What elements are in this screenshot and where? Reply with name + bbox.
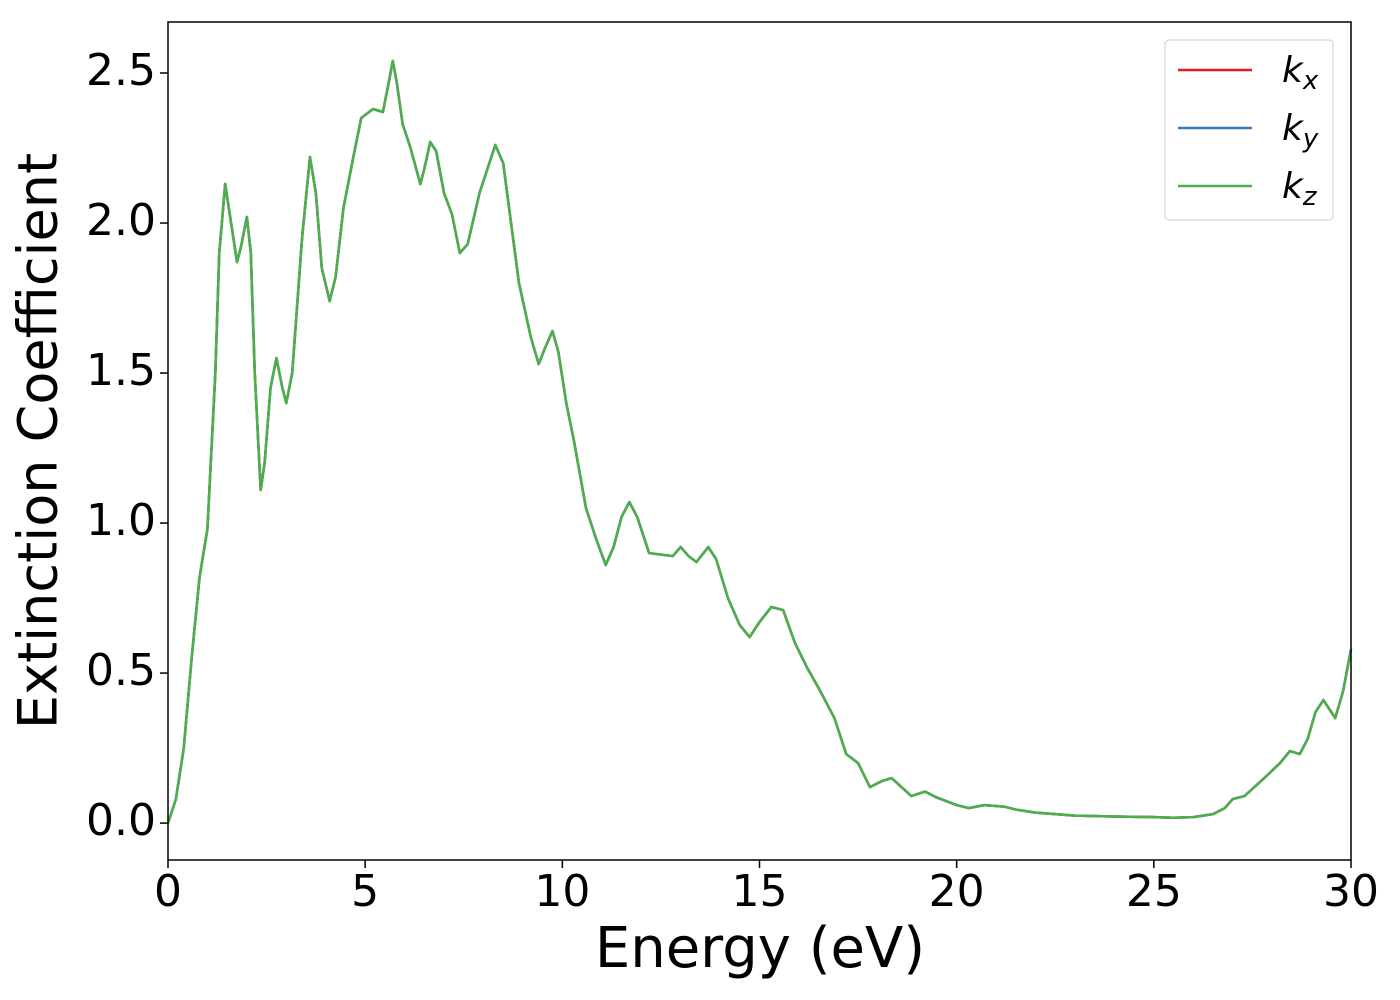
y-tick-label: 0.5 (86, 645, 156, 696)
x-tick-label: 30 (1323, 866, 1379, 917)
x-tick-label: 20 (929, 866, 985, 917)
legend-box (1164, 39, 1334, 221)
legend-label: kx (1282, 50, 1319, 96)
y-axis-label: Extinction Coefficient (7, 153, 70, 729)
x-tick-label: 15 (732, 866, 788, 917)
plot-frame (167, 21, 1352, 861)
x-tick-label: 25 (1126, 866, 1182, 917)
x-tick-label: 10 (534, 866, 590, 917)
legend-label: ky (1282, 108, 1319, 154)
y-tick-label: 1.0 (86, 495, 156, 546)
y-tick-label: 2.0 (86, 195, 156, 246)
line-series (166, 59, 1353, 824)
x-axis-label: Energy (eV) (595, 916, 925, 981)
x-tick-label: 5 (351, 866, 379, 917)
legend-label: kz (1282, 166, 1318, 212)
x-tick-label: 0 (154, 866, 182, 917)
y-tick-label: 1.5 (86, 345, 156, 396)
y-tick-label: 2.5 (86, 45, 156, 96)
y-tick-label: 0.0 (86, 795, 156, 846)
legend: kx ky kz (1164, 39, 1334, 221)
